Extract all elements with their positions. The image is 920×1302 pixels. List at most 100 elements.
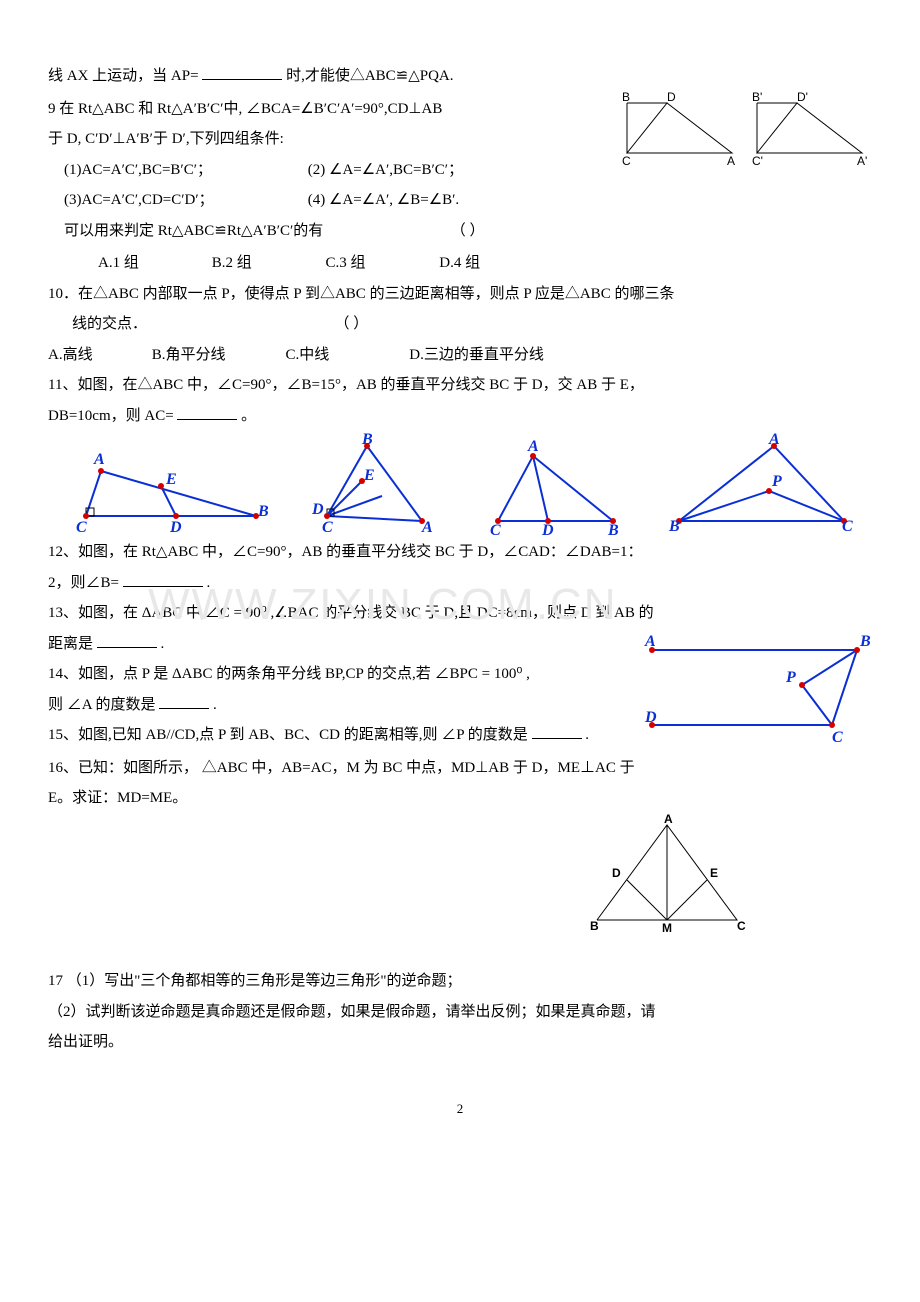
q12-stem2: 2，则∠B= . WWW.ZIXIN.COM.CN [48,569,872,598]
q11-post: 。 [241,408,256,424]
q9-judge: 可以用来判定 Rt△ABC≌Rt△A′B′C′的有 [64,223,323,239]
svg-text:E: E [710,866,718,880]
q17-l1: 17 （1）写出"三个角都相等的三角形是等边三角形"的逆命题； [48,967,872,996]
q15-blank [532,723,582,739]
svg-text:B: B [607,522,619,539]
q9-c3: (3)AC=A′C′,CD=C′D′； [64,186,304,215]
q16-fig: A D E B M C [582,815,752,935]
q13-stem: 13、如图，在 ΔABC 中,∠C = 90⁰ ,∠BAC 的平分线交 BC 于… [48,599,872,628]
q9-lbl-Dp: D' [797,90,808,104]
q9-optD: D.4 组 [439,249,480,278]
q9-optB: B.2 组 [212,249,322,278]
q9-lbl-Ap: A' [857,154,867,168]
svg-text:A: A [644,633,656,650]
fig1: A E B C D [66,446,266,536]
svg-text:A: A [93,451,105,468]
q12-blank [123,571,203,587]
q10-stem2: 线的交点． [72,316,147,332]
q9-c1: (1)AC=A′C′,BC=B′C′； [64,156,304,185]
q10-optA: A.高线 [48,341,148,370]
svg-text:B: B [668,518,680,535]
q9-figures: B D C A B' D' C' A' [622,93,872,184]
svg-text:C: C [737,919,746,933]
q13-blank [97,632,157,648]
q14-blank [159,693,209,709]
svg-text:C: C [76,519,87,536]
q10-paren: （ ） [335,316,369,332]
q11-pre: DB=10cm，则 AC= [48,408,174,424]
svg-text:D: D [311,501,324,518]
svg-text:M: M [662,921,672,935]
svg-text:C: C [842,518,853,535]
q9-optC: C.3 组 [326,249,436,278]
q9-lbl-A: A [727,154,735,168]
q16-stem2: E。求证：MD=ME。 [48,784,872,813]
q14-pre: 则 ∠A 的度数是 [48,697,156,713]
q12-pre: 2，则∠B= [48,575,119,591]
q9-conds-row2: (3)AC=A′C′,CD=C′D′； (4) ∠A=∠A′, ∠B=∠B′. [48,186,612,215]
fig3: A C D B [478,441,628,536]
svg-text:A: A [768,431,780,448]
svg-text:B: B [257,503,269,520]
q9-lbl-C: C [622,154,631,168]
svg-text:C: C [322,519,333,536]
q17-l2: （2）试判断该逆命题是真命题还是假命题，如果是假命题，请举出反例；如果是真命题，… [48,998,872,1027]
q17-l3: 给出证明。 [48,1028,872,1057]
svg-text:P: P [785,669,796,686]
fig4: A P B C [664,436,854,536]
svg-text:A: A [664,812,673,826]
q8-blank [202,64,282,80]
q9-judge-row: 可以用来判定 Rt△ABC≌Rt△A′B′C′的有 （ ） [48,217,612,246]
q10-stem: 10．在△ABC 内部取一点 P，使得点 P 到△ABC 的三边距离相等，则点 … [48,280,872,309]
q9-stem: 9 在 Rt△ABC 和 Rt△A′B′C′中, ∠BCA=∠B′C′A′=90… [48,95,612,124]
q10-stem2-row: 线的交点． （ ） [48,310,872,339]
svg-text:C: C [832,729,843,746]
svg-text:D: D [644,709,657,726]
q16-fig-wrap: A D E B M C [48,815,872,946]
q9-options: A.1 组 B.2 组 C.3 组 D.4 组 [48,249,872,278]
svg-text:P: P [771,473,782,490]
svg-text:E: E [363,467,375,484]
q9-optA: A.1 组 [98,249,208,278]
q9-lbl-B: B [622,90,630,104]
svg-text:A: A [527,438,539,455]
q9-lbl-Cp: C' [752,154,763,168]
q13-pre: 距离是 [48,636,93,652]
svg-text:D: D [169,519,182,536]
q9-lbl-Bp: B' [752,90,762,104]
q15-pre: 15、如图,已知 AB//CD,点 P 到 AB、BC、CD 的距离相等,则 ∠… [48,727,528,743]
svg-text:B: B [361,431,373,448]
fig2: B E D C A [302,436,442,536]
q10-optC: C.中线 [286,341,406,370]
q14-fig: A B P D C [642,630,872,750]
q16-stem: 16、已知：如图所示， △ABC 中，AB=AC，M 为 BC 中点，MD⊥AB… [48,754,872,783]
svg-text:C: C [490,522,501,539]
q11-stem: 11、如图，在△ABC 中，∠C=90°，∠B=15°，AB 的垂直平分线交 B… [48,371,872,400]
q9-paren: （ ） [451,223,485,239]
q14-post: . [213,697,217,713]
svg-text:D: D [541,522,554,539]
svg-text:D: D [612,866,621,880]
q8-tail: 线 AX 上运动，当 AP= 时,才能使△ABC≌△PQA. [48,62,872,91]
q9-c4: (4) ∠A=∠A′, ∠B=∠B′. [308,192,459,208]
q13-post: . [161,636,165,652]
page-number: 2 [48,1097,872,1122]
q9-lbl-D: D [667,90,676,104]
q9-c2: (2) ∠A=∠A′,BC=B′C′； [308,162,463,178]
q15-post: . [585,727,589,743]
q10-optB: B.角平分线 [152,341,282,370]
figure-row: A E B C D B E D C A A C D B A P B C [48,436,872,536]
q9-block: 9 在 Rt△ABC 和 Rt△A′B′C′中, ∠BCA=∠B′C′A′=90… [48,93,872,248]
svg-text:B: B [859,633,871,650]
q9-conds-row1: (1)AC=A′C′,BC=B′C′； (2) ∠A=∠A′,BC=B′C′； [48,156,612,185]
svg-text:B: B [590,919,599,933]
q10-optD: D.三边的垂直平分线 [409,341,544,370]
q11-blank [177,404,237,420]
svg-text:E: E [165,471,177,488]
q9-stem2: 于 D, C′D′⊥A′B′于 D′,下列四组条件: [48,125,612,154]
q8-suffix: 时,才能使△ABC≌△PQA. [286,68,453,84]
q12-post: . [206,575,210,591]
svg-text:A: A [421,519,433,536]
q8-prefix: 线 AX 上运动，当 AP= [48,68,199,84]
q11-stem2: DB=10cm，则 AC= 。 [48,402,872,431]
